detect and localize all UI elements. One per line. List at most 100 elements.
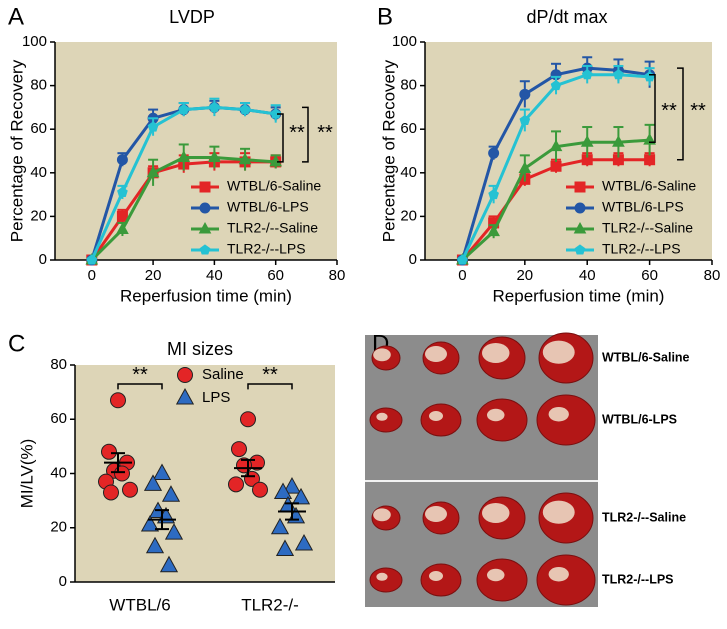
y-axis-label: Percentage of Recovery [379,59,398,242]
y-tick-label: 60 [400,120,417,137]
legend-marker [199,181,211,193]
marker [240,411,256,428]
marker [457,254,468,265]
x-tick-label: 0 [88,267,96,284]
x-tick-label: 80 [329,267,346,284]
y-tick-label: 20 [50,519,67,536]
marker [270,108,282,119]
significance-bracket [302,106,309,163]
marker [644,154,656,166]
marker [231,441,247,458]
legend-marker [574,244,586,255]
marker [252,481,268,498]
marker [122,481,138,498]
legend-label: LPS [202,389,230,406]
x-tick-label: 60 [641,267,658,284]
slice-pale-area [542,340,575,364]
chart-title: dP/dt max [526,7,607,27]
panel-letter: C [8,330,25,357]
significance-bracket [649,73,656,144]
legend-label: TLR2-/--LPS [227,241,306,257]
y-tick-label: 20 [30,207,47,224]
marker [273,482,293,499]
image-label: WTBL/6-LPS [602,412,677,426]
heart-slice [420,563,462,597]
significance-bracket [117,383,163,390]
marker [282,477,302,494]
x-tick-label: 0 [458,267,466,284]
x-tick-label: 20 [516,267,533,284]
marker [152,463,172,480]
chart-title: LVDP [169,7,215,27]
marker [550,79,562,91]
panel-letter: A [8,3,24,30]
y-tick-label: 0 [59,573,67,590]
y-tick-label: 20 [400,207,417,224]
marker [581,69,593,80]
marker [612,135,625,147]
heart-slice [476,558,528,602]
heart-slice [536,554,596,606]
annotation: ** [289,122,305,144]
marker [275,539,295,556]
y-tick-label: 80 [30,77,47,94]
marker [209,101,220,112]
heart-slice [369,567,403,593]
heart-slice [369,407,403,433]
heart-slice [476,398,528,442]
slice-pale-area [376,412,388,421]
slice-pale-area [548,566,569,582]
marker [145,536,165,554]
x-axis-label: Reperfusion time (min) [493,286,665,305]
slice-pale-area [482,503,510,523]
y-tick-label: 0 [409,251,417,268]
image-label: WTBL/6-Saline [602,350,690,364]
marker [549,139,563,152]
y-tick-label: 40 [30,164,47,181]
marker [116,222,129,234]
annotation: ** [262,364,278,386]
x-tick-label: 80 [704,267,721,284]
marker [140,514,160,532]
slice-pale-area [542,500,575,524]
significance-bracket [277,113,284,163]
marker [239,103,251,115]
marker [518,161,532,173]
y-tick-label: 80 [50,356,67,373]
legend-label: TLR2-/--LPS [602,241,681,257]
legend-label: Saline [202,366,244,383]
slice-pale-area [429,571,443,581]
annotation: ** [317,122,333,144]
significance-bracket [677,67,684,161]
annotation: ** [661,100,677,122]
legend-label: WTBL/6-LPS [602,199,684,215]
marker [270,517,290,535]
x-tick-label: 40 [579,267,596,284]
slice-pale-area [487,408,505,422]
slice-pale-area [429,411,443,421]
legend-label: TLR2-/--Saline [227,220,318,236]
marker [294,533,314,551]
marker [178,103,190,115]
y-tick-label: 80 [400,77,417,94]
marker [488,188,499,200]
marker [291,487,311,505]
x-tick-label: 60 [267,267,284,284]
marker [114,465,130,482]
marker [177,150,191,163]
x-tick-label: 40 [206,267,223,284]
slice-pale-area [376,572,388,581]
annotation: ** [690,100,706,122]
marker [116,210,128,222]
y-tick-label: 60 [50,410,67,427]
legend-marker [177,367,193,383]
legend-marker [175,387,195,405]
marker [159,555,179,573]
heart-slice [420,403,462,437]
marker [613,69,624,80]
slice-pale-area [373,348,391,362]
marker [164,523,184,540]
slice-pale-area [425,346,447,362]
legend-marker [199,244,211,255]
marker [143,474,163,491]
